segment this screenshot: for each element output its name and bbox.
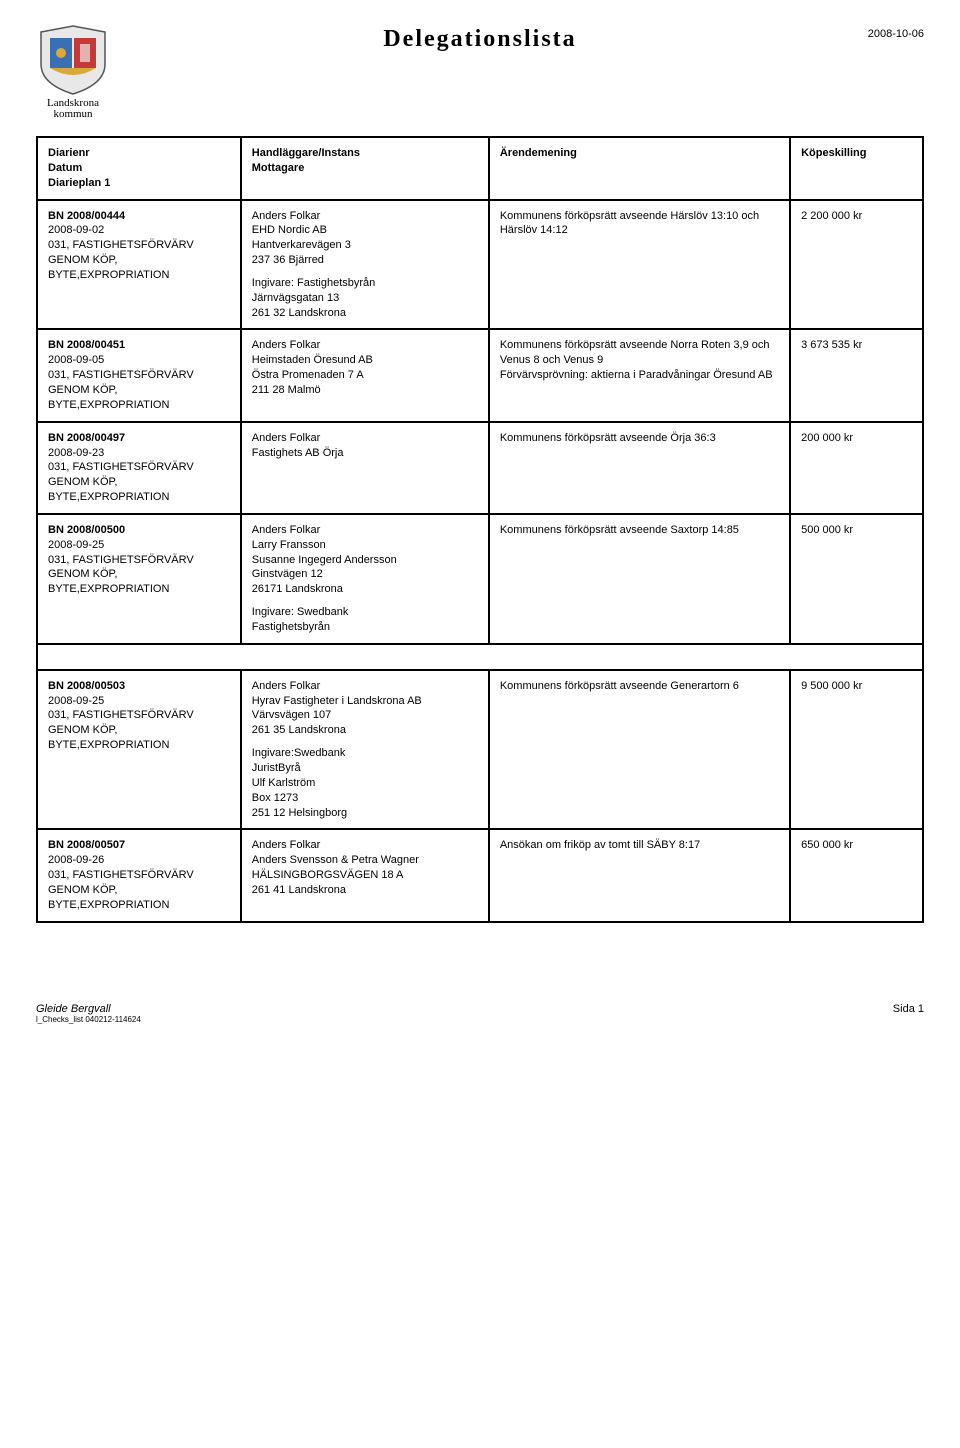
cell-price: 3 673 535 kr <box>790 329 923 421</box>
col-header-diarienr: Diarienr Datum Diarieplan 1 <box>37 137 241 200</box>
cell-handler: Anders FolkarHeimstaden Öresund ABÖstra … <box>241 329 489 421</box>
cell-matter: Kommunens förköpsrätt avseende Norra Rot… <box>489 329 790 421</box>
page-footer: Gleide Bergvall l_Checks_list 040212-114… <box>36 1003 924 1024</box>
table-row: BN 2008/005002008-09-25031, FASTIGHETSFÖ… <box>37 514 923 644</box>
header: Landskrona kommun Delegationslista 2008-… <box>36 24 924 118</box>
svg-text:kommun: kommun <box>53 108 93 118</box>
cell-price: 650 000 kr <box>790 829 923 921</box>
cell-matter: Kommunens förköpsrätt avseende Örja 36:3 <box>489 422 790 514</box>
crest-icon: Landskrona kommun <box>36 24 110 118</box>
cell-diarienr: BN 2008/005002008-09-25031, FASTIGHETSFÖ… <box>37 514 241 644</box>
municipality-logo: Landskrona kommun <box>36 24 126 118</box>
cell-matter: Kommunens förköpsrätt avseende Generarto… <box>489 670 790 830</box>
page-title: Delegationslista <box>126 26 834 53</box>
cell-diarienr: BN 2008/004442008-09-02031, FASTIGHETSFÖ… <box>37 200 241 330</box>
cell-price: 2 200 000 kr <box>790 200 923 330</box>
footer-page: Sida 1 <box>893 1003 924 1024</box>
footer-meta: l_Checks_list 040212-114624 <box>36 1015 141 1024</box>
delegation-table: Diarienr Datum Diarieplan 1 Handläggare/… <box>36 136 924 923</box>
footer-left: Gleide Bergvall l_Checks_list 040212-114… <box>36 1003 141 1024</box>
cell-handler: Anders FolkarFastighets AB Örja <box>241 422 489 514</box>
spacer-row <box>37 644 923 670</box>
cell-matter: Kommunens förköpsrätt avseende Härslöv 1… <box>489 200 790 330</box>
cell-handler: Anders FolkarAnders Svensson & Petra Wag… <box>241 829 489 921</box>
cell-price: 200 000 kr <box>790 422 923 514</box>
cell-diarienr: BN 2008/005032008-09-25031, FASTIGHETSFÖ… <box>37 670 241 830</box>
cell-diarienr: BN 2008/005072008-09-26031, FASTIGHETSFÖ… <box>37 829 241 921</box>
cell-price: 500 000 kr <box>790 514 923 644</box>
table-row: BN 2008/005032008-09-25031, FASTIGHETSFÖ… <box>37 670 923 830</box>
cell-diarienr: BN 2008/004512008-09-05031, FASTIGHETSFÖ… <box>37 329 241 421</box>
col-header-price: Köpeskilling <box>790 137 923 200</box>
cell-handler: Anders FolkarLarry FranssonSusanne Ingeg… <box>241 514 489 644</box>
table-header-row: Diarienr Datum Diarieplan 1 Handläggare/… <box>37 137 923 200</box>
col-header-handler: Handläggare/Instans Mottagare <box>241 137 489 200</box>
cell-price: 9 500 000 kr <box>790 670 923 830</box>
cell-handler: Anders FolkarEHD Nordic ABHantverkareväg… <box>241 200 489 330</box>
table-row: BN 2008/005072008-09-26031, FASTIGHETSFÖ… <box>37 829 923 921</box>
header-date: 2008-10-06 <box>834 24 924 40</box>
cell-diarienr: BN 2008/004972008-09-23031, FASTIGHETSFÖ… <box>37 422 241 514</box>
cell-matter: Kommunens förköpsrätt avseende Saxtorp 1… <box>489 514 790 644</box>
table-row: BN 2008/004442008-09-02031, FASTIGHETSFÖ… <box>37 200 923 330</box>
table-row: BN 2008/004512008-09-05031, FASTIGHETSFÖ… <box>37 329 923 421</box>
page: Landskrona kommun Delegationslista 2008-… <box>0 0 960 1044</box>
cell-matter: Ansökan om friköp av tomt till SÄBY 8:17 <box>489 829 790 921</box>
cell-handler: Anders FolkarHyrav Fastigheter i Landskr… <box>241 670 489 830</box>
table-row: BN 2008/004972008-09-23031, FASTIGHETSFÖ… <box>37 422 923 514</box>
col-header-matter: Ärendemening <box>489 137 790 200</box>
footer-author: Gleide Bergvall <box>36 1003 141 1015</box>
